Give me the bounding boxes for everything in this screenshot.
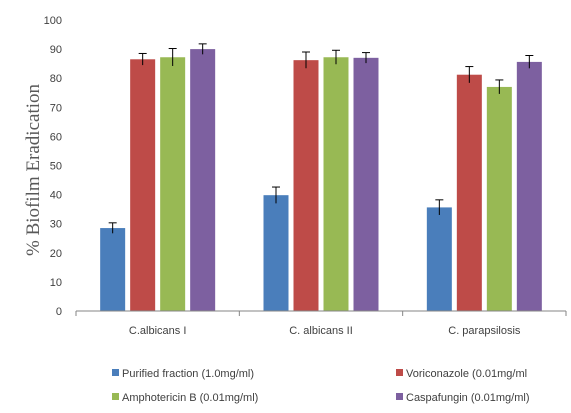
legend-label: Voriconazole (0.01mg/ml xyxy=(406,368,527,380)
bar xyxy=(293,60,319,311)
bar xyxy=(353,57,379,311)
y-tick-label: 50 xyxy=(50,161,62,173)
legend-label: Caspafungin (0.01mg/ml) xyxy=(406,392,530,404)
bar xyxy=(100,228,126,311)
bars xyxy=(100,49,542,312)
legend-label: Purified fraction (1.0mg/ml) xyxy=(122,368,254,380)
y-tick-label: 40 xyxy=(50,190,62,202)
y-tick-label: 10 xyxy=(50,277,62,289)
y-tick-label: 20 xyxy=(50,248,62,260)
bar xyxy=(130,59,156,311)
legend-swatch xyxy=(112,369,119,376)
y-axis: 0 10 20 30 40 50 60 70 80 90 100 xyxy=(44,15,62,318)
bar xyxy=(190,49,216,311)
error-bars xyxy=(108,43,534,234)
y-tick-label: 30 xyxy=(50,219,62,231)
y-tick-label: 80 xyxy=(50,73,62,85)
bar xyxy=(323,57,349,311)
y-tick-label: 90 xyxy=(50,44,62,56)
bar xyxy=(426,207,452,311)
x-tick-label: C. parapsilosis xyxy=(448,325,521,337)
x-axis: C.albicans I C. albicans II C. parapsilosi… xyxy=(75,310,567,337)
y-axis-title: % Biofilm Eradication xyxy=(23,83,44,256)
bar xyxy=(456,74,482,311)
legend: Purified fraction (1.0mg/ml) Voriconazole… xyxy=(112,368,530,404)
y-tick-label: 60 xyxy=(50,131,62,143)
bar xyxy=(263,195,289,311)
legend-label: Amphotericin B (0.01mg/ml) xyxy=(122,392,258,404)
bar xyxy=(516,61,542,312)
legend-swatch xyxy=(396,369,403,376)
bar xyxy=(160,57,186,311)
bar xyxy=(486,86,512,312)
legend-swatch xyxy=(112,393,119,400)
y-tick-label: 70 xyxy=(50,102,62,114)
y-tick-label: 100 xyxy=(44,15,62,27)
y-tick-label: 0 xyxy=(56,306,62,318)
x-tick-label: C.albicans I xyxy=(129,325,186,337)
x-tick-label: C. albicans II xyxy=(289,325,353,337)
legend-swatch xyxy=(396,393,403,400)
